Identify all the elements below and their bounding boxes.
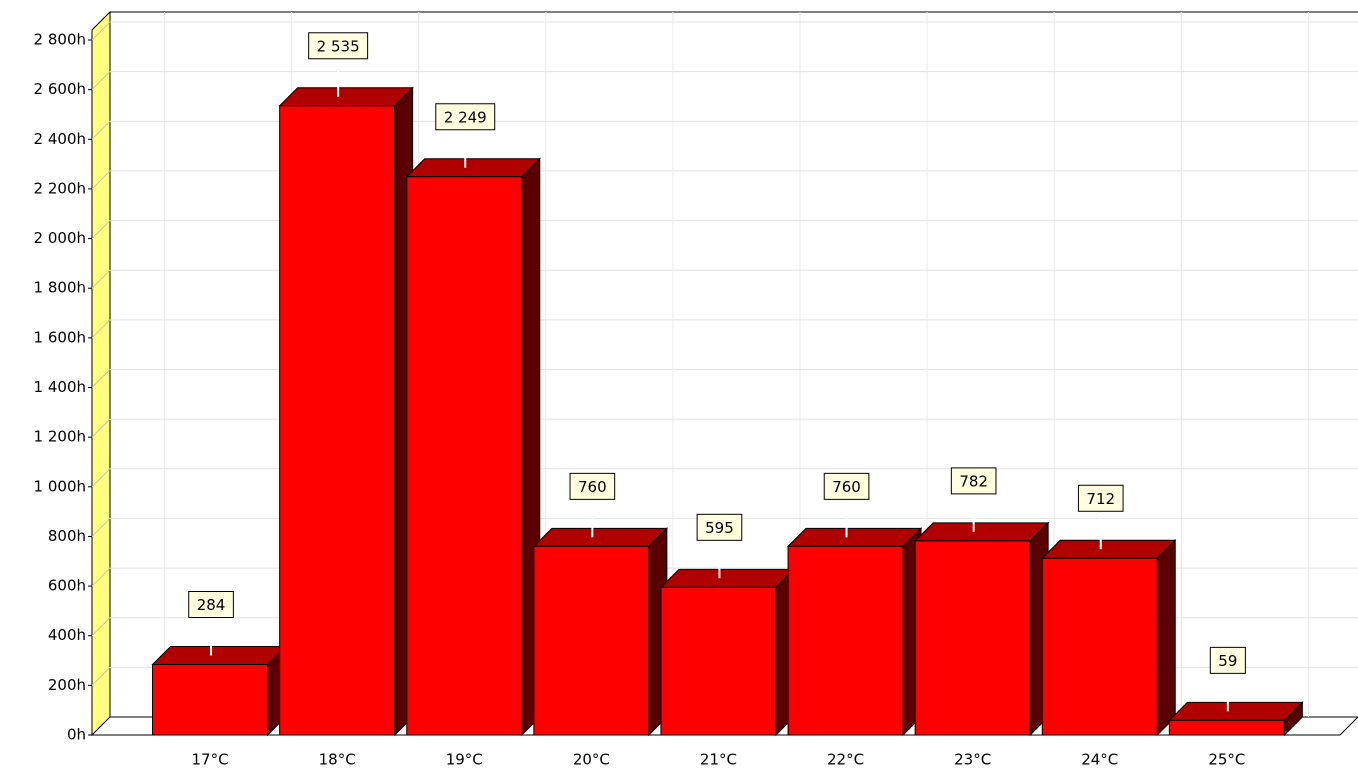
y-tick-label: 800h: [48, 527, 86, 545]
y-tick-label: 2 600h: [34, 80, 86, 98]
y-tick-label: 1 400h: [34, 378, 86, 396]
value-label: 284: [197, 596, 226, 614]
value-label-box: [569, 472, 616, 500]
value-label: 2 535: [317, 37, 360, 55]
grid-line: [91, 369, 111, 388]
y-tick-label: 2 200h: [34, 179, 86, 197]
x-tick-label: 24°C: [1081, 751, 1118, 769]
grid-line: [91, 567, 111, 587]
grid-line: [91, 71, 111, 90]
bar: [406, 176, 523, 736]
bar: [1168, 719, 1285, 736]
value-label: 760: [832, 478, 861, 496]
grid-line: [91, 170, 111, 190]
x-tick-label: 19°C: [446, 751, 483, 769]
value-label-box: [696, 513, 743, 541]
bar-top: [786, 527, 923, 547]
x-tick-label: 22°C: [827, 751, 864, 769]
value-label: 2 249: [444, 108, 487, 126]
value-label: 595: [705, 519, 734, 537]
y-tick-label: 1 600h: [34, 328, 86, 346]
x-tick-label: 17°C: [192, 751, 229, 769]
grid-line: [91, 21, 111, 41]
grid-line: [91, 468, 111, 488]
grid-line: [91, 518, 111, 537]
x-tick-label: 25°C: [1208, 751, 1245, 769]
bar-top: [532, 527, 669, 547]
y-tick-label: 1 200h: [34, 428, 86, 446]
grid-line: [91, 319, 111, 339]
y-tick-label: 200h: [48, 676, 86, 694]
value-label-box: [1077, 484, 1124, 512]
bar-top: [913, 522, 1050, 542]
value-label-box: [435, 103, 496, 131]
x-tick-label: 23°C: [954, 751, 991, 769]
bar: [787, 545, 904, 736]
bar: [533, 545, 650, 736]
bar: [1041, 557, 1158, 736]
x-tick-label: 18°C: [319, 751, 356, 769]
grid-line: [91, 667, 111, 686]
bar-top: [278, 87, 414, 107]
value-label: 782: [959, 472, 988, 490]
bar: [279, 105, 396, 736]
value-label: 59: [1218, 652, 1237, 670]
y-tick-label: 2 400h: [34, 130, 86, 148]
value-label: 760: [578, 478, 607, 496]
x-tick-label: 20°C: [573, 751, 610, 769]
value-label-box: [823, 472, 870, 500]
y-tick-label: 2 800h: [34, 31, 86, 49]
bar-top: [659, 568, 796, 588]
x-tick-label: 21°C: [700, 751, 737, 769]
y-tick-label: 1 000h: [34, 477, 86, 495]
y-tick-label: 400h: [48, 626, 86, 644]
y-tick-label: 1 800h: [34, 279, 86, 297]
bar: [914, 540, 1031, 736]
bar: [152, 664, 269, 736]
grid-line: [91, 120, 111, 140]
bar-side: [1156, 539, 1176, 737]
value-label-box: [950, 467, 997, 495]
bar-top: [1041, 539, 1177, 559]
value-label: 712: [1086, 490, 1115, 508]
grid-line: [91, 269, 111, 289]
y-tick-label: 0h: [67, 726, 86, 744]
grid-line: [91, 220, 111, 239]
value-label-box: [308, 32, 369, 60]
bar-top: [405, 158, 541, 178]
bar-top: [151, 646, 287, 666]
grid-line: [91, 617, 111, 637]
bar: [660, 586, 777, 736]
bar-top: [1168, 701, 1304, 721]
value-label-box: [188, 591, 234, 619]
y-tick-label: 2 000h: [34, 229, 86, 247]
y-tick-label: 600h: [48, 577, 86, 595]
value-label-box: [1209, 646, 1246, 674]
grid-line: [91, 418, 111, 438]
